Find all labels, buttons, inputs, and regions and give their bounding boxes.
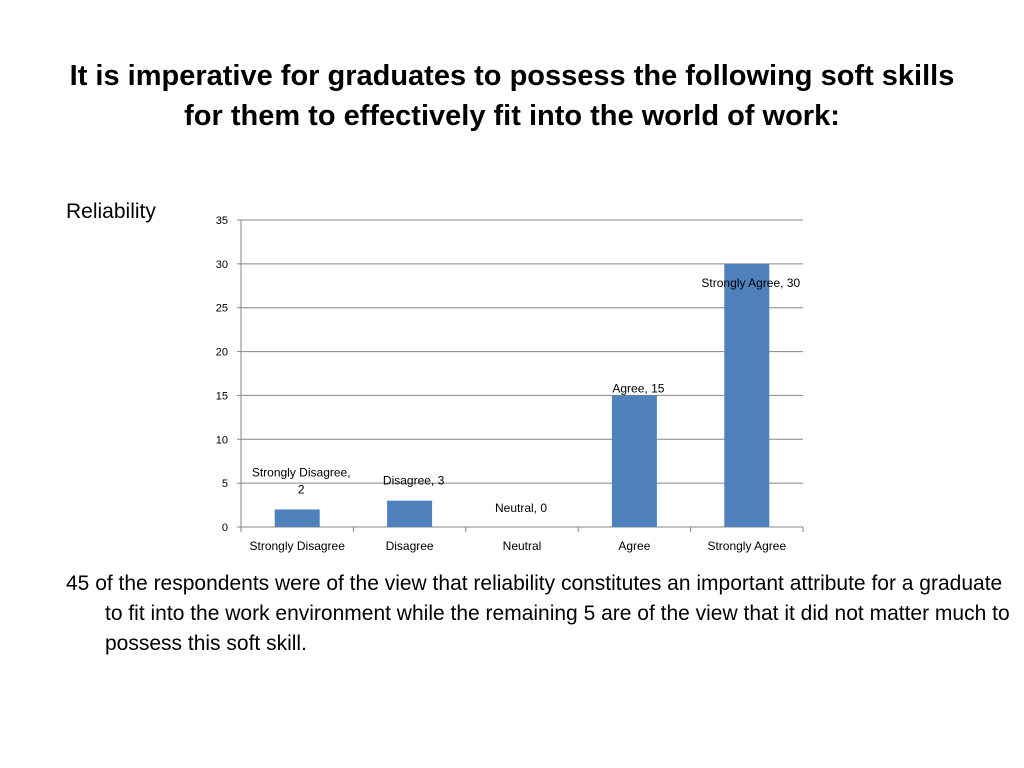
data-label: Strongly Disagree, 2 xyxy=(252,465,351,496)
data-label: Agree, 15 xyxy=(612,381,664,395)
bar xyxy=(724,263,770,527)
data-label: Neutral, 0 xyxy=(495,501,547,515)
y-tick-label: 10 xyxy=(216,434,228,446)
x-category-label: Strongly Disagree xyxy=(250,539,346,553)
x-category-label: Agree xyxy=(618,539,650,553)
y-tick-label: 5 xyxy=(222,478,228,490)
bar xyxy=(611,395,657,527)
summary-paragraph: 45 of the respondents were of the view t… xyxy=(66,572,1010,655)
title-line-1: It is imperative for graduates to posses… xyxy=(69,60,955,92)
x-category-label: Disagree xyxy=(386,539,434,553)
x-category-label: Neutral xyxy=(503,539,542,553)
title-line-2: for them to effectively fit into the wor… xyxy=(184,100,840,132)
data-label: Disagree, 3 xyxy=(383,474,445,488)
bar xyxy=(387,500,433,527)
y-tick-label: 20 xyxy=(216,347,228,359)
data-label: Strongly Agree, 30 xyxy=(701,276,800,290)
page-title: It is imperative for graduates to posses… xyxy=(40,56,984,136)
bar xyxy=(274,509,320,527)
y-tick-label: 35 xyxy=(216,215,228,227)
section-label: Reliability xyxy=(66,200,156,223)
x-category-label: Strongly Agree xyxy=(707,539,786,553)
y-tick-label: 25 xyxy=(216,303,228,315)
y-tick-label: 30 xyxy=(216,259,228,271)
y-tick-label: 15 xyxy=(216,390,228,402)
y-tick-label: 0 xyxy=(222,522,228,534)
